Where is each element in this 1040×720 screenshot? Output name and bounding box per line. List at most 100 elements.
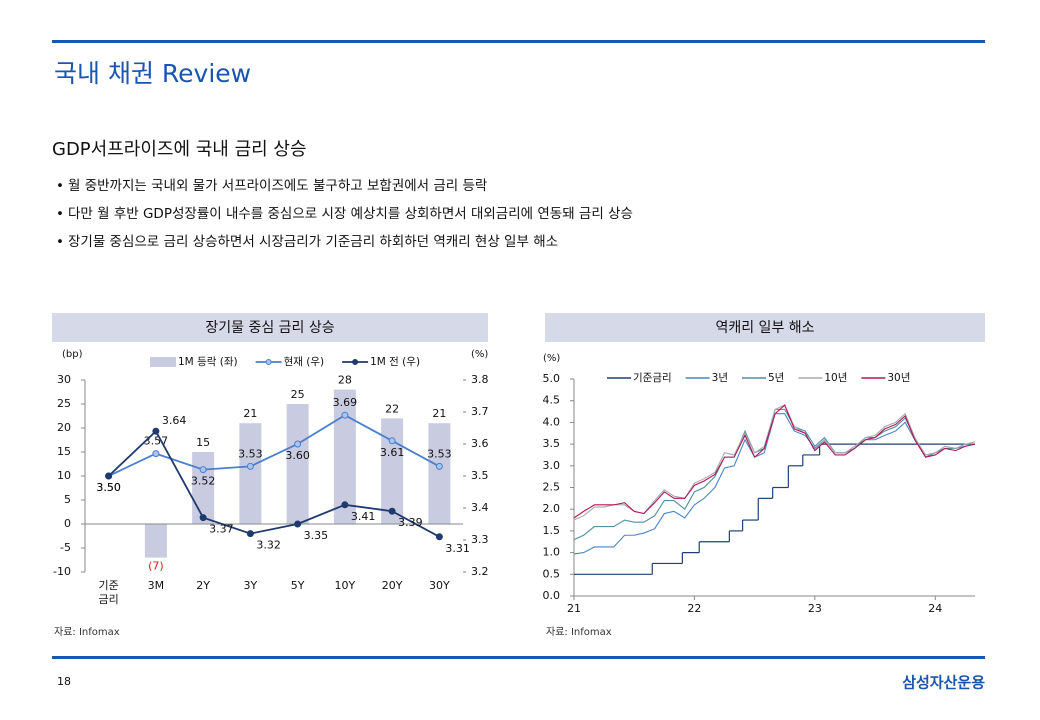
axis-unit: (%) — [471, 349, 488, 360]
y2-tick-label: 3.7 — [471, 405, 489, 418]
bottom-rule — [52, 656, 985, 659]
point-label: 3.53 — [238, 447, 263, 460]
line — [573, 404, 976, 519]
bar-label: (7) — [148, 560, 164, 573]
x-tick-label: 기준 금리 — [99, 579, 119, 606]
point-label: 3.37 — [209, 523, 234, 536]
x-tick-label: 3Y — [244, 579, 258, 592]
legend-label: 현재 (우) — [284, 356, 325, 368]
x-tick-label: 22 — [687, 602, 701, 615]
line-point — [435, 462, 443, 470]
point-label: 3.50 — [96, 481, 121, 494]
line-point — [199, 466, 207, 474]
y-tick-label: 20 — [57, 421, 71, 434]
y2-tick-label: 3.5 — [471, 469, 489, 482]
y-tick-label: 25 — [57, 397, 71, 410]
bar — [192, 452, 215, 524]
y-tick-label: 0 — [64, 517, 71, 530]
legend-label: 5년 — [768, 372, 784, 384]
line-point — [341, 411, 349, 419]
y2-tick-label: 3.3 — [471, 533, 489, 546]
point-label: 3.53 — [427, 447, 452, 460]
point-label: 3.39 — [398, 516, 423, 529]
chart-title: 역캐리 일부 해소 — [715, 320, 814, 336]
point-label: 3.69 — [333, 396, 358, 409]
bar — [144, 524, 167, 558]
line-point — [105, 472, 113, 480]
y-tick-label: 15 — [57, 445, 71, 458]
y-tick-label: 10 — [57, 469, 71, 482]
line-point — [341, 501, 349, 509]
line-point — [246, 530, 254, 538]
bullet-dot: • — [56, 206, 64, 222]
point-label: 3.32 — [256, 539, 281, 552]
x-tick-label: 3M — [148, 579, 165, 592]
axis-unit: (bp) — [62, 349, 83, 360]
point-label: 3.61 — [380, 446, 405, 459]
line-point — [294, 440, 302, 448]
line — [573, 404, 976, 521]
chart-title: 장기물 중심 금리 상승 — [205, 320, 334, 336]
chart-header-box — [52, 313, 488, 342]
legend-label: 1M 전 (우) — [370, 356, 420, 368]
point-label: 3.52 — [191, 475, 216, 488]
y2-tick-label: 3.4 — [471, 501, 489, 514]
bar-label: 22 — [385, 402, 399, 415]
legend-label: 기준금리 — [633, 372, 672, 384]
legend-swatch — [150, 357, 176, 367]
y-tick-label: 5.0 — [543, 372, 561, 385]
line-point — [246, 462, 254, 470]
y-tick-label: 1.5 — [543, 524, 561, 537]
y-tick-label: 3.5 — [543, 437, 561, 450]
logo: 삼성자산운용 — [902, 674, 985, 692]
line — [573, 413, 976, 555]
source: 자료: Infomax — [54, 626, 120, 638]
x-tick-label: 21 — [567, 602, 581, 615]
y2-tick-label: 3.6 — [471, 437, 489, 450]
y-tick-label: 5 — [64, 493, 71, 506]
y-tick-label: 4.0 — [543, 415, 561, 428]
page-title: 국내 채권 Review — [54, 59, 251, 88]
point-label: 3.60 — [285, 449, 310, 462]
line — [108, 429, 440, 538]
axis-unit: (%) — [543, 353, 560, 364]
line-point — [294, 520, 302, 528]
bullet: 다만 월 후반 GDP성장률이 내수를 중심으로 시장 예상치를 상회하면서 대… — [68, 206, 633, 222]
point-label: 3.50 — [96, 481, 121, 494]
bullet-dot: • — [56, 234, 64, 250]
y-tick-label: 4.5 — [543, 394, 561, 407]
y-tick-label: -10 — [53, 565, 71, 578]
bar-label: 15 — [196, 436, 210, 449]
line — [108, 414, 440, 477]
x-tick-label: 24 — [928, 602, 942, 615]
chart-header-box — [545, 313, 985, 342]
legend-swatch — [352, 359, 359, 365]
bar-label: 28 — [338, 374, 352, 387]
bar — [286, 404, 309, 524]
bar — [333, 389, 356, 524]
y-tick-label: 2.5 — [543, 481, 561, 494]
bar-label: 25 — [291, 388, 305, 401]
bullet-dot: • — [56, 178, 64, 194]
x-tick-label: 30Y — [429, 579, 450, 592]
y-tick-label: 0.5 — [543, 567, 561, 580]
line-point — [388, 507, 396, 515]
y2-tick-label: 3.8 — [471, 373, 489, 386]
subtitle: GDP서프라이즈에 국내 금리 상승 — [52, 139, 307, 160]
y2-tick-label: 3.2 — [471, 565, 489, 578]
y-tick-label: 30 — [57, 373, 71, 386]
line-point — [152, 427, 160, 435]
y-tick-label: 1.0 — [543, 546, 561, 559]
line-point — [199, 514, 207, 522]
x-tick-label: 2Y — [196, 579, 210, 592]
source: 자료: Infomax — [546, 626, 612, 638]
bar-label: 21 — [432, 407, 446, 420]
bar — [428, 423, 451, 524]
x-tick-label: 5Y — [291, 579, 305, 592]
bullet: 월 중반까지는 국내외 물가 서프라이즈에도 불구하고 보합권에서 금리 등락 — [68, 178, 487, 194]
line-point — [388, 437, 396, 445]
y-tick-label: 3.0 — [543, 459, 561, 472]
page-number: 18 — [57, 675, 71, 688]
y-tick-label: 0.0 — [543, 589, 561, 602]
